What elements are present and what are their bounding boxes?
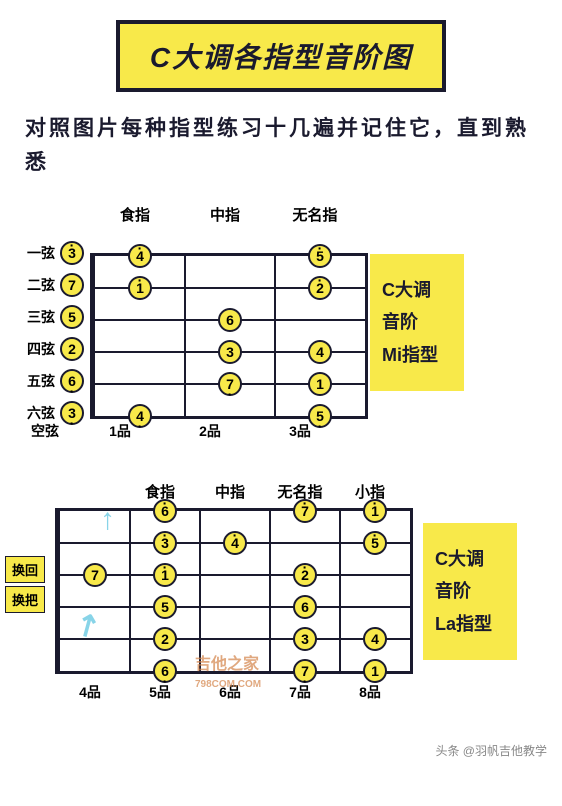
open-label: 空弦 [15, 421, 75, 441]
note-circle: 6 [218, 308, 242, 332]
fret-label: 2品 [165, 421, 255, 441]
fret-label: 1品 [75, 421, 165, 441]
fret-label: 4品 [55, 682, 125, 702]
note-circle: 5 [308, 244, 332, 268]
note-circle: 6 [293, 595, 317, 619]
note-circle: 5 [308, 404, 332, 428]
fretboard-1: 一弦二弦三弦四弦五弦六弦37526345126347145 [15, 231, 360, 413]
note-circle: 7 [293, 659, 317, 683]
fret-label: 6品 [195, 682, 265, 702]
note-circle: 5 [153, 595, 177, 619]
fret-header-2: 食指中指无名指小指 [15, 481, 413, 502]
footer-credit: 头条 @羽帆吉他教学 [15, 742, 547, 759]
note-circle: 1 [128, 276, 152, 300]
note-circle: 2 [293, 563, 317, 587]
note-circle: 6 [153, 499, 177, 523]
note-circle: 1 [308, 372, 332, 396]
note-circle: 4 [128, 404, 152, 428]
note-circle: 7 [83, 563, 107, 587]
fret-footer-2: 4品5品6品7品8品 [15, 682, 413, 702]
note-circle: 7 [293, 499, 317, 523]
fret-label: 7品 [265, 682, 335, 702]
note-circle: 3 [153, 531, 177, 555]
note-circle: 3 [218, 340, 242, 364]
side-label-mi: C大调 音阶 Mi指型 [370, 254, 464, 391]
note-circle: 1 [153, 563, 177, 587]
note-circle: 6 [153, 659, 177, 683]
note-circle: 7 [218, 372, 242, 396]
title-banner: C大调各指型音阶图 [116, 20, 446, 92]
fret-label: 3品 [255, 421, 345, 441]
finger-label: 中指 [195, 481, 265, 502]
note-circle: 5 [363, 531, 387, 555]
note-circle: 1 [363, 499, 387, 523]
note-circle: 2 [308, 276, 332, 300]
diagram-1: 食指中指无名指 一弦二弦三弦四弦五弦六弦37526345126347145 空弦… [15, 204, 547, 441]
note-circle: 2 [153, 627, 177, 651]
note-circle: 1 [363, 659, 387, 683]
finger-label: 食指 [90, 204, 180, 225]
fret-header-1: 食指中指无名指 [15, 204, 360, 225]
fret-label: 5品 [125, 682, 195, 702]
fretboard-2: ↑ ↗ 67134571256234671 [15, 508, 413, 674]
fret-label: 8品 [335, 682, 405, 702]
note-circle: 4 [363, 627, 387, 651]
finger-label: 无名指 [270, 204, 360, 225]
finger-label: 中指 [180, 204, 270, 225]
note-circle: 4 [308, 340, 332, 364]
side-label-la: C大调 音阶 La指型 [423, 523, 517, 660]
note-circle: 4 [223, 531, 247, 555]
note-circle: 3 [293, 627, 317, 651]
diagram-2: 换回 换把 食指中指无名指小指 ↑ ↗ 67134571256234671 4品… [15, 481, 547, 702]
subtitle-text: 对照图片每种指型练习十几遍并记住它，直到熟悉 [25, 112, 537, 179]
note-circle: 4 [128, 244, 152, 268]
